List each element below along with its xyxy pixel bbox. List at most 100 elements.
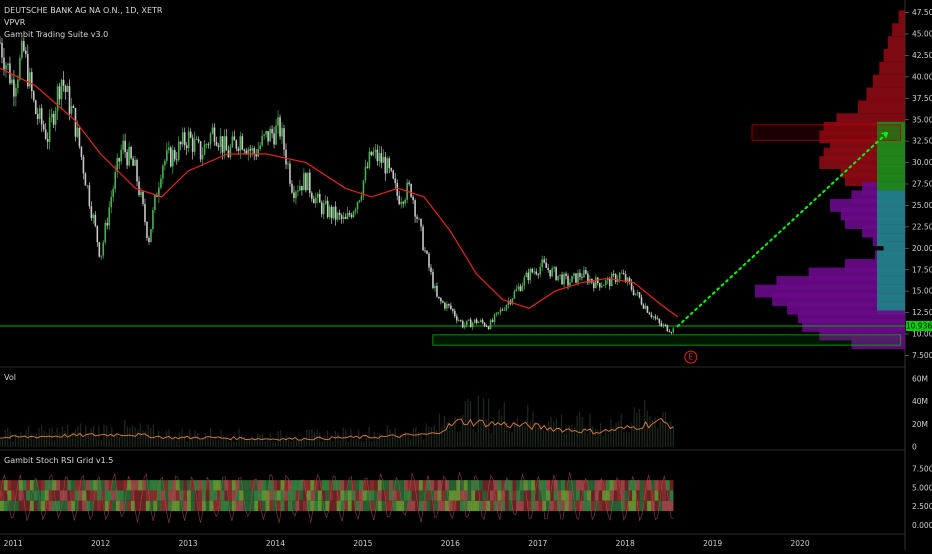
stoch-grid-cell — [97, 480, 102, 491]
stoch-grid-cell — [14, 500, 19, 512]
stoch-grid-cell — [198, 480, 203, 491]
stoch-grid-cell — [26, 490, 31, 501]
stoch-grid-cell — [493, 480, 498, 491]
stoch-grid-cell — [579, 500, 584, 512]
stoch-grid-cell — [572, 500, 577, 512]
stoch-grid-cell — [26, 480, 31, 491]
candle-body — [384, 156, 387, 174]
stoch-grid-cell — [104, 480, 109, 491]
stoch-grid-cell — [220, 480, 225, 491]
candle-body — [523, 277, 526, 286]
stoch-grid-cell — [123, 490, 128, 501]
volume-profile-bar — [887, 36, 905, 49]
stoch-grid-cell — [78, 480, 83, 491]
event-marker[interactable] — [684, 350, 698, 364]
stoch-grid-cell — [82, 490, 87, 501]
volume-profile-bar — [872, 74, 905, 88]
stoch-grid-cell — [336, 490, 341, 501]
support-zone — [432, 334, 902, 346]
volume-pane-title[interactable]: Vol — [4, 373, 16, 382]
candle-body — [82, 157, 85, 174]
stoch-grid-cell — [142, 480, 147, 491]
stoch-grid-cell — [317, 480, 322, 491]
candle-body — [332, 206, 335, 219]
stoch-grid-cell — [74, 480, 79, 491]
candle-body — [30, 72, 33, 92]
candle-body — [84, 173, 87, 186]
candle-body — [1, 42, 3, 58]
stoch-grid-cell — [37, 500, 42, 512]
stoch-grid-cell — [228, 490, 233, 501]
stoch-grid-cell — [194, 480, 199, 491]
candle-body — [80, 146, 83, 158]
candle-body — [203, 144, 206, 155]
stoch-grid-cell — [44, 480, 49, 491]
candle-body — [644, 305, 647, 309]
indicator-gambit-suite[interactable]: Gambit Trading Suite v3.0 — [4, 30, 109, 39]
candle-body — [146, 222, 148, 238]
stoch-grid-cell — [216, 480, 221, 491]
candle-body — [336, 212, 339, 220]
stoch-grid-cell — [67, 500, 72, 512]
candle-body — [642, 304, 645, 309]
stoch-grid-cell — [82, 500, 87, 512]
candle-body — [587, 273, 589, 283]
stoch-grid-cell — [288, 480, 292, 491]
candle-body — [118, 158, 120, 162]
candle-body — [370, 151, 373, 156]
stoch-grid-cell — [321, 480, 326, 491]
candle-body — [432, 271, 434, 289]
stoch-grid-cell — [273, 500, 277, 512]
candle-body — [126, 152, 128, 166]
candle-body — [209, 133, 212, 145]
stoch-grid-cell — [418, 480, 423, 491]
stoch-grid-cell — [190, 500, 195, 512]
candle-body — [46, 138, 49, 142]
stoch-grid-cell — [471, 500, 476, 512]
stoch-grid-cell — [669, 490, 674, 501]
stoch-grid-cell — [63, 500, 68, 512]
stoch-grid-cell — [347, 500, 352, 512]
candle-body — [456, 316, 458, 321]
candle-body — [654, 316, 657, 319]
candle-body — [477, 321, 480, 324]
stoch-grid-cell — [452, 490, 457, 501]
candle-body — [215, 141, 218, 146]
candle-body — [650, 314, 653, 317]
stoch-grid-cell — [617, 500, 622, 512]
stoch-grid-cell — [497, 480, 502, 491]
stoch-grid-cell — [175, 500, 180, 512]
stoch-grid-cell — [658, 480, 663, 491]
stoch-grid-cell — [175, 490, 180, 501]
stoch-grid-cell — [366, 490, 371, 501]
candle-body — [76, 127, 79, 137]
event-marker-label: E — [688, 353, 693, 362]
stoch-grid-cell — [3, 500, 8, 512]
candle-body — [108, 207, 111, 226]
candle-body — [239, 136, 242, 151]
candle-body — [473, 319, 476, 323]
last-price-tag — [906, 320, 932, 331]
candle-body — [382, 156, 385, 163]
stoch-pane-title[interactable]: Gambit Stoch RSI Grid v1.5 — [4, 456, 114, 465]
candle-body — [72, 106, 75, 108]
stoch-grid-cell — [504, 480, 509, 491]
stoch-grid-cell — [400, 480, 405, 491]
stoch-grid-cell — [201, 480, 206, 491]
candle-body — [511, 298, 514, 304]
indicator-vpvr[interactable]: VPVR — [4, 18, 26, 27]
candle-body — [620, 272, 623, 274]
candle-body — [78, 127, 81, 147]
candle-body — [430, 267, 432, 272]
stoch-grid-cell — [168, 500, 173, 512]
candle-body — [52, 113, 55, 125]
candle-body — [185, 145, 188, 149]
candle-body — [664, 324, 667, 326]
stoch-grid-cell — [620, 490, 625, 501]
stoch-grid-cell — [605, 490, 610, 501]
stoch-grid-cell — [209, 490, 214, 501]
candle-body — [275, 125, 277, 145]
stoch-grid-cell — [415, 490, 420, 501]
stoch-grid-cell — [482, 490, 487, 501]
stoch-axis-label: 5.0000 — [912, 483, 932, 492]
